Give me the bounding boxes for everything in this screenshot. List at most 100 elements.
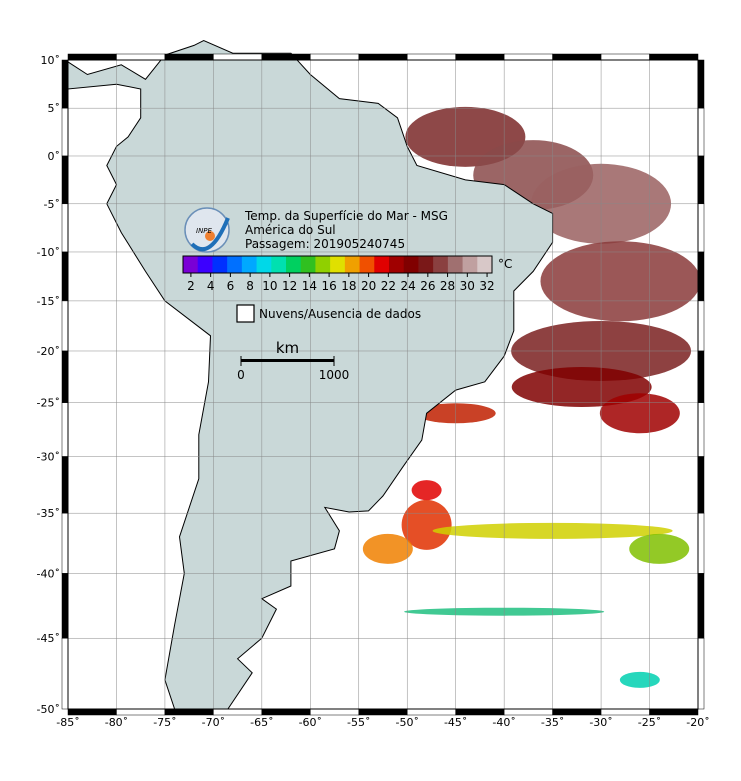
scale-label: 1000 — [319, 368, 350, 382]
frame-segment — [61, 59, 69, 109]
frame-segment — [697, 59, 705, 109]
scale-bar — [241, 359, 334, 362]
lon-tick-label: -25˚ — [638, 716, 661, 729]
logo: INPE — [184, 207, 230, 253]
scale-label: 0 — [237, 368, 245, 382]
colorbar-cell — [315, 256, 331, 273]
colorbar-cell — [344, 256, 361, 273]
frame-segment — [697, 573, 705, 639]
frame-segment — [116, 53, 166, 61]
colorbar-cell — [197, 256, 213, 273]
frame-segment — [61, 300, 69, 352]
sst-patch — [362, 533, 413, 564]
colorbar-tick-label: 28 — [440, 279, 455, 293]
colorbar-tick-label: 22 — [381, 279, 396, 293]
legend-text: Nuvens/Ausencia de dados — [259, 307, 421, 321]
lon-tick-label: -70˚ — [202, 716, 225, 729]
colorbar-frame — [182, 255, 493, 274]
frame-segment — [649, 708, 699, 716]
frame-segment — [697, 203, 705, 253]
lon-tick-label: -85˚ — [56, 716, 79, 729]
frame-segment — [61, 350, 69, 403]
frame-segment — [697, 155, 705, 205]
colorbar-cell — [212, 256, 228, 273]
scale-unit: km — [276, 339, 299, 357]
lat-tick-label: -5˚ — [44, 198, 60, 211]
colorbar-cell — [286, 256, 302, 273]
frame-segment — [61, 107, 69, 157]
lat-tick-label: -25˚ — [37, 397, 60, 410]
colorbar-cell — [389, 256, 405, 273]
frame-segment — [649, 53, 699, 61]
lon-tick-label: -55˚ — [347, 716, 370, 729]
sst-patch — [401, 499, 452, 550]
lat-tick-label: 10˚ — [41, 54, 61, 67]
lat-tick-label: -35˚ — [37, 507, 60, 520]
lat-tick-label: -45˚ — [37, 632, 60, 645]
frame-segment — [406, 708, 456, 716]
colorbar-unit: °C — [498, 257, 512, 271]
frame-segment — [358, 53, 408, 61]
colorbar-tick-label: 30 — [460, 279, 475, 293]
sst-patch — [629, 533, 690, 564]
lon-tick-label: -60˚ — [299, 716, 322, 729]
frame-segment — [600, 708, 650, 716]
lat-tick-label: 5˚ — [48, 102, 61, 115]
colorbar-cell — [447, 256, 464, 273]
colorbar-tick-label: 12 — [282, 279, 297, 293]
lat-tick-label: -40˚ — [37, 567, 60, 580]
frame-segment — [697, 107, 705, 157]
frame-segment — [697, 402, 705, 457]
frame-segment — [503, 53, 553, 61]
frame-segment — [61, 155, 69, 205]
colorbar-cell — [374, 256, 390, 273]
frame-segment — [406, 53, 456, 61]
frame-segment — [697, 300, 705, 352]
logo-swoosh — [190, 217, 230, 252]
frame-segment — [213, 708, 263, 716]
frame-segment — [600, 53, 650, 61]
map: -85˚ -80˚ -75˚ -70˚ -65˚ -60˚ -55˚ -50˚ -45˚ -40˚… — [37, 39, 710, 729]
frame-segment — [116, 708, 166, 716]
colorbar-cell — [359, 256, 375, 273]
colorbar-cell — [418, 256, 434, 273]
colorbar-tick-label: 10 — [262, 279, 277, 293]
frame-segment — [213, 53, 263, 61]
colorbar-cell — [227, 256, 243, 273]
frame-segment — [697, 251, 705, 302]
colorbar-cell — [183, 256, 199, 273]
lat-tick-label: -30˚ — [37, 451, 60, 464]
pass: Passagem: 201905240745 — [245, 237, 405, 251]
frame-segment — [503, 708, 553, 716]
colorbar-cell — [433, 256, 449, 273]
lat-tick-label: 0˚ — [48, 150, 61, 163]
legend-swatch — [236, 304, 255, 323]
lat-tick-label: -15˚ — [37, 295, 60, 308]
frame-segment — [697, 512, 705, 574]
lon-tick-label: -20˚ — [686, 716, 709, 729]
overlay: INPE Temp. da Superfície do Mar - MSG Am… — [182, 207, 512, 382]
frame-segment — [552, 53, 602, 61]
frame-segment — [61, 456, 69, 514]
colorbar-cell — [462, 256, 478, 273]
colorbar-tick-label: 6 — [227, 279, 235, 293]
frame-segment — [455, 53, 505, 61]
colorbar-cell — [241, 256, 258, 273]
frame-segment — [61, 637, 69, 710]
frame-segment — [358, 708, 408, 716]
sst-patch — [540, 241, 701, 322]
sst-patch — [619, 671, 660, 688]
frame-segment — [61, 512, 69, 574]
colorbar-tick-label: 20 — [361, 279, 376, 293]
colorbar-tick-label: 18 — [341, 279, 356, 293]
lat-tick-label: -20˚ — [37, 345, 60, 358]
logo-dot — [205, 231, 215, 241]
frame-segment — [61, 402, 69, 457]
frame-segment — [164, 708, 214, 716]
lon-tick-label: -40˚ — [492, 716, 515, 729]
frame-segment — [261, 53, 311, 61]
lon-tick-label: -75˚ — [153, 716, 176, 729]
sst-patch — [411, 480, 442, 501]
colorbar-cell — [256, 256, 272, 273]
subtitle: América do Sul — [245, 223, 336, 237]
